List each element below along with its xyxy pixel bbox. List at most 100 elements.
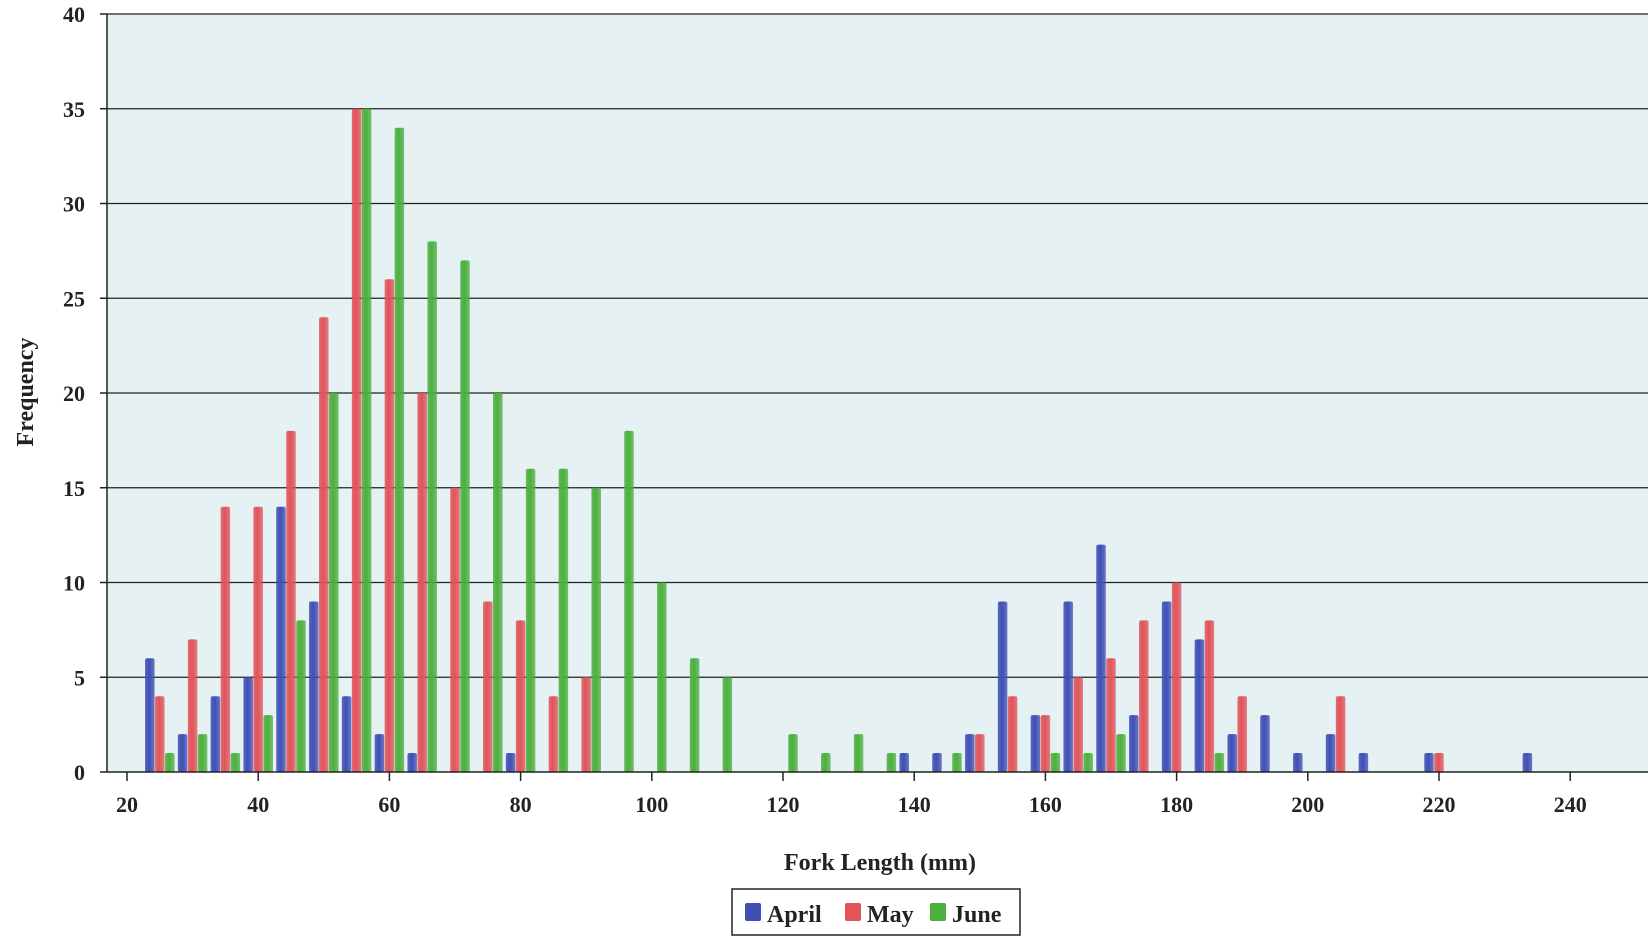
y-tick-label: 5 bbox=[74, 665, 85, 690]
bar-june bbox=[722, 677, 733, 772]
x-tick-label: 240 bbox=[1554, 792, 1587, 817]
bar-june bbox=[1214, 753, 1225, 772]
bar-june bbox=[460, 260, 470, 772]
bar-june bbox=[197, 734, 208, 772]
bar-june bbox=[1083, 753, 1093, 772]
bar-may bbox=[220, 506, 231, 772]
bar-april bbox=[505, 753, 516, 772]
bar-may bbox=[187, 639, 198, 772]
y-tick-label: 35 bbox=[63, 97, 85, 122]
bar-may bbox=[1007, 696, 1018, 772]
bar-may bbox=[975, 734, 985, 772]
bar-may bbox=[515, 620, 526, 772]
bar-june bbox=[624, 430, 634, 772]
bars-group bbox=[145, 108, 1533, 772]
bar-april bbox=[1260, 715, 1270, 772]
bar-april bbox=[1096, 544, 1106, 772]
bar-june bbox=[296, 620, 306, 772]
bar-june bbox=[1050, 753, 1061, 772]
legend-box bbox=[731, 888, 1021, 936]
y-axis-title: Frequency bbox=[13, 338, 39, 447]
bar-may bbox=[155, 696, 165, 772]
x-axis-ticks: 20 40 60 80 100 120 140 160 180 200 220 240 bbox=[116, 772, 1587, 817]
bar-may bbox=[1237, 696, 1247, 772]
x-tick-label: 20 bbox=[116, 792, 138, 817]
bar-may bbox=[483, 601, 493, 772]
bar-may bbox=[1434, 753, 1444, 772]
bar-june bbox=[558, 468, 569, 772]
bar-june bbox=[230, 753, 241, 772]
y-axis-ticks: 0 5 10 15 20 25 30 35 40 bbox=[63, 2, 107, 785]
legend-label-april: April bbox=[767, 902, 822, 928]
bar-may bbox=[1204, 620, 1215, 772]
x-tick-label: 60 bbox=[378, 792, 400, 817]
bar-april bbox=[1194, 639, 1205, 772]
bar-june bbox=[788, 734, 798, 772]
bar-april bbox=[341, 696, 352, 772]
x-tick-label: 220 bbox=[1423, 792, 1456, 817]
bar-april bbox=[1161, 601, 1172, 772]
bar-may bbox=[581, 677, 591, 772]
bar-april bbox=[899, 753, 909, 772]
bar-april bbox=[1325, 734, 1336, 772]
bar-april bbox=[1227, 734, 1237, 772]
bar-may bbox=[1139, 620, 1149, 772]
bar-april bbox=[965, 734, 975, 772]
bar-june bbox=[952, 753, 962, 772]
y-tick-label: 0 bbox=[74, 760, 85, 785]
bar-april bbox=[407, 753, 417, 772]
bar-april bbox=[1063, 601, 1073, 772]
y-tick-label: 20 bbox=[63, 381, 85, 406]
legend-swatch-april bbox=[745, 903, 761, 921]
bar-may bbox=[253, 506, 263, 772]
bar-april bbox=[374, 734, 385, 772]
y-tick-label: 40 bbox=[63, 2, 85, 27]
bar-june bbox=[591, 487, 601, 772]
bar-may bbox=[450, 487, 460, 772]
x-tick-label: 200 bbox=[1291, 792, 1324, 817]
bar-may bbox=[1106, 658, 1116, 772]
bar-april bbox=[1129, 715, 1139, 772]
x-tick-label: 80 bbox=[510, 792, 532, 817]
bar-may bbox=[351, 108, 362, 772]
bar-april bbox=[1358, 753, 1369, 772]
bar-april bbox=[1293, 753, 1303, 772]
bar-may bbox=[1335, 696, 1346, 772]
bar-april bbox=[997, 601, 1008, 772]
x-tick-label: 40 bbox=[247, 792, 269, 817]
bar-june bbox=[886, 753, 897, 772]
bar-june bbox=[1116, 734, 1126, 772]
bar-june bbox=[821, 753, 831, 772]
x-axis-title: Fork Length (mm) bbox=[784, 850, 976, 876]
bar-may bbox=[319, 317, 329, 772]
bar-june bbox=[165, 753, 175, 772]
bar-april bbox=[1424, 753, 1434, 772]
y-tick-label: 25 bbox=[63, 286, 85, 311]
bar-june bbox=[361, 108, 372, 772]
legend: April May June bbox=[731, 888, 1021, 936]
bar-april bbox=[243, 677, 253, 772]
legend-swatch-may bbox=[845, 903, 861, 921]
x-tick-label: 140 bbox=[898, 792, 931, 817]
x-tick-label: 160 bbox=[1029, 792, 1062, 817]
y-tick-label: 15 bbox=[63, 476, 85, 501]
bar-april bbox=[210, 696, 221, 772]
bar-april bbox=[145, 658, 155, 772]
bar-may bbox=[1040, 715, 1051, 772]
y-tick-label: 30 bbox=[63, 192, 85, 217]
bar-april bbox=[276, 506, 286, 772]
bar-may bbox=[1073, 677, 1083, 772]
bar-april bbox=[1030, 715, 1041, 772]
bar-april bbox=[177, 734, 188, 772]
bar-april bbox=[1522, 753, 1533, 772]
bar-april bbox=[932, 753, 942, 772]
bar-may bbox=[384, 279, 395, 772]
bar-may bbox=[417, 393, 427, 772]
bar-june bbox=[853, 734, 864, 772]
bar-may bbox=[286, 430, 296, 772]
bar-june bbox=[657, 582, 667, 772]
y-tick-label: 10 bbox=[63, 571, 85, 596]
bar-june bbox=[329, 393, 339, 772]
x-tick-label: 100 bbox=[635, 792, 668, 817]
